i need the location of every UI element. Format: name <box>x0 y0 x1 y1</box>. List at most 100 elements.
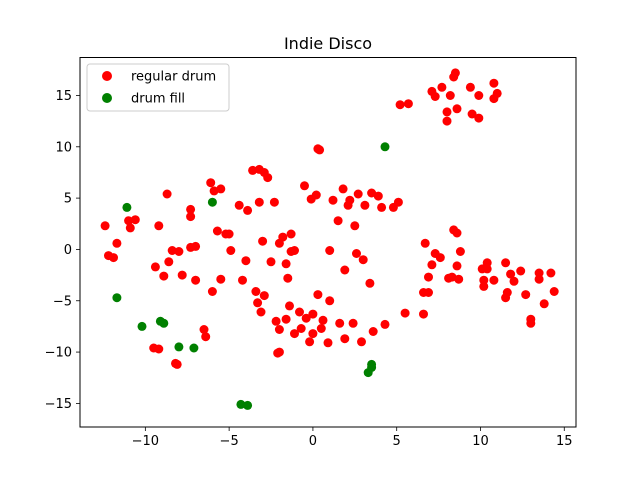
point-regular-drum <box>258 236 268 246</box>
point-regular-drum <box>100 221 110 231</box>
point-regular-drum <box>489 275 499 285</box>
y-tick-label: 10 <box>55 140 72 155</box>
point-regular-drum <box>162 189 172 199</box>
point-regular-drum <box>305 337 315 347</box>
point-regular-drum <box>308 329 318 339</box>
y-tick-label: −10 <box>45 346 72 361</box>
x-tick-label: 0 <box>309 434 317 449</box>
chart-title: Indie Disco <box>284 34 372 53</box>
point-regular-drum <box>430 92 440 101</box>
point-drum-fill <box>380 142 390 152</box>
point-regular-drum <box>526 318 536 328</box>
x-tick-label: −5 <box>220 434 239 449</box>
x-tick-label: 5 <box>393 434 401 449</box>
point-regular-drum <box>290 246 299 255</box>
point-regular-drum <box>358 255 368 265</box>
point-regular-drum <box>333 216 343 226</box>
point-regular-drum <box>506 269 516 279</box>
point-regular-drum <box>479 281 489 291</box>
point-regular-drum <box>353 189 363 199</box>
point-regular-drum <box>301 313 311 323</box>
x-axis: −10 −5 0 5 10 15 <box>132 427 573 449</box>
point-regular-drum <box>348 318 358 328</box>
point-regular-drum <box>266 257 276 267</box>
point-regular-drum <box>419 309 428 319</box>
plot-area-frame <box>79 57 577 428</box>
point-regular-drum <box>367 188 377 198</box>
legend: regular drum drum fill <box>86 63 230 112</box>
point-regular-drum <box>201 332 211 342</box>
point-regular-drum <box>360 200 370 210</box>
point-regular-drum <box>311 190 321 200</box>
point-regular-drum <box>450 68 460 78</box>
point-regular-drum <box>335 318 345 328</box>
point-regular-drum <box>290 329 299 339</box>
point-regular-drum <box>420 238 430 248</box>
point-regular-drum <box>241 256 251 266</box>
point-regular-drum <box>308 309 318 319</box>
point-regular-drum <box>283 273 293 283</box>
point-regular-drum <box>243 205 253 215</box>
point-regular-drum <box>452 261 462 271</box>
point-regular-drum <box>380 319 390 329</box>
point-regular-drum <box>340 334 350 344</box>
point-regular-drum <box>452 104 462 114</box>
point-regular-drum <box>516 266 526 276</box>
point-regular-drum <box>482 258 492 268</box>
point-regular-drum <box>352 249 361 258</box>
point-regular-drum <box>539 299 549 309</box>
point-regular-drum <box>445 91 455 100</box>
point-regular-drum <box>365 278 375 288</box>
point-regular-drum <box>238 275 247 285</box>
point-regular-drum <box>251 287 261 296</box>
x-tick-label: 10 <box>472 434 489 449</box>
point-regular-drum <box>248 165 258 175</box>
point-regular-drum <box>295 307 304 317</box>
point-regular-drum <box>154 344 164 354</box>
point-regular-drum <box>479 275 489 285</box>
point-regular-drum <box>400 308 410 318</box>
point-regular-drum <box>269 197 279 207</box>
point-regular-drum <box>226 246 236 255</box>
point-regular-drum <box>167 246 177 255</box>
point-regular-drum <box>315 145 325 155</box>
point-regular-drum <box>253 298 263 308</box>
point-drum-fill <box>367 359 377 369</box>
point-regular-drum <box>112 238 122 248</box>
point-regular-drum <box>316 324 326 333</box>
point-regular-drum <box>177 270 187 280</box>
point-regular-drum <box>174 247 184 256</box>
point-regular-drum <box>259 291 269 301</box>
point-drum-fill <box>243 400 253 410</box>
point-regular-drum <box>350 221 360 231</box>
point-regular-drum <box>427 260 437 270</box>
point-regular-drum <box>124 216 134 226</box>
point-regular-drum <box>281 259 291 269</box>
point-regular-drum <box>454 274 464 284</box>
legend-marker-regular-drum <box>102 71 112 81</box>
legend-box <box>86 63 230 112</box>
point-regular-drum <box>474 91 484 100</box>
y-tick-label: −5 <box>53 294 72 309</box>
point-regular-drum <box>325 296 335 306</box>
point-regular-drum <box>509 276 519 286</box>
point-regular-drum <box>159 271 169 281</box>
point-regular-drum <box>323 338 333 348</box>
point-drum-fill <box>137 321 147 331</box>
y-tick-label: −15 <box>45 397 72 412</box>
point-regular-drum <box>296 324 306 333</box>
point-regular-drum <box>254 197 264 207</box>
point-regular-drum <box>224 229 234 239</box>
point-regular-drum <box>549 287 559 296</box>
point-regular-drum <box>186 212 196 222</box>
legend-marker-drum-fill <box>102 93 112 103</box>
point-regular-drum <box>109 253 118 263</box>
point-regular-drum <box>424 272 433 282</box>
point-regular-drum <box>442 116 452 126</box>
point-regular-drum <box>373 191 383 201</box>
point-regular-drum <box>437 82 447 92</box>
point-regular-drum <box>424 288 433 297</box>
point-regular-drum <box>150 262 160 272</box>
legend-label-regular-drum: regular drum <box>131 70 216 85</box>
point-regular-drum <box>357 337 366 347</box>
